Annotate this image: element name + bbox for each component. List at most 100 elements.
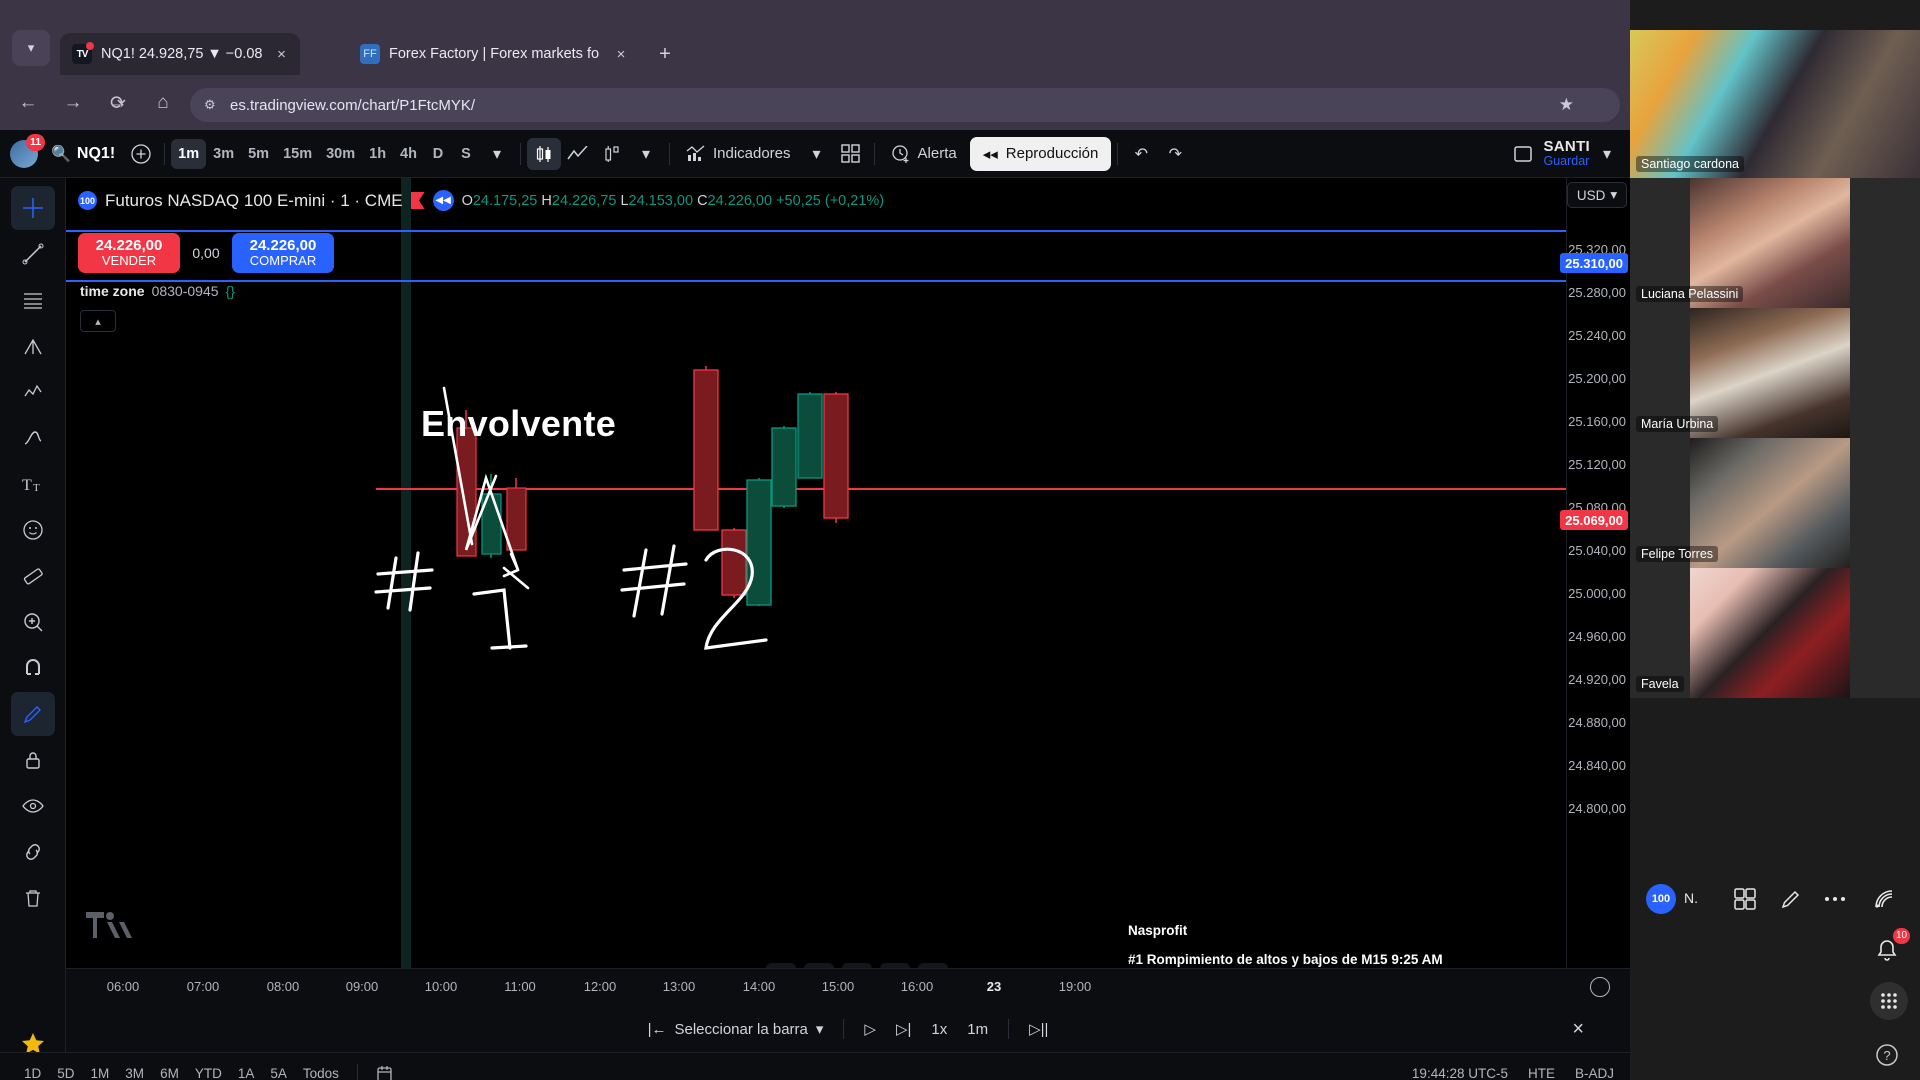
collapse-legend-chevron-up-icon[interactable]: ▴	[80, 310, 116, 332]
zoom-out-icon[interactable]: −	[766, 963, 796, 968]
help-icon[interactable]: ?	[1868, 1036, 1906, 1074]
replay-interval-button[interactable]: 1m	[967, 1020, 989, 1038]
timeframe-15m[interactable]: 15m	[283, 145, 313, 162]
remove-drawings-trash-icon[interactable]	[11, 876, 55, 920]
zoom-in-tool-icon[interactable]	[11, 600, 55, 644]
timeframe-d[interactable]: D	[432, 145, 444, 162]
range-todos[interactable]: Todos	[302, 1066, 339, 1080]
notifications-bell-icon[interactable]: 10	[1868, 928, 1910, 970]
crosshair-tool-icon[interactable]	[10, 186, 55, 230]
magnet-tool-icon[interactable]	[11, 646, 55, 690]
tab-list-chevron-icon[interactable]: ▾	[12, 30, 50, 66]
buy-button[interactable]: 24.226,00 COMPRAR	[232, 233, 334, 273]
redo-icon[interactable]: ↷	[1168, 145, 1183, 163]
replay-button[interactable]: ◂◂ Reproducción	[969, 136, 1112, 171]
chart-canvas[interactable]: 100 Futuros NASDAQ 100 E-mini · 1 · CME …	[66, 178, 1566, 968]
avatar[interactable]: 11	[10, 133, 45, 168]
alert-button[interactable]: Alerta	[881, 137, 966, 171]
reload-icon[interactable]: ⟳	[110, 92, 126, 114]
close-icon[interactable]: ×	[277, 45, 286, 63]
participant-tile[interactable]: Luciana Pelassini	[1630, 178, 1920, 308]
fib-retracement-tool-icon[interactable]	[11, 278, 55, 322]
range-1d[interactable]: 1D	[24, 1066, 42, 1080]
timeframe-30m[interactable]: 30m	[326, 145, 356, 162]
browser-tab-forexfactory[interactable]: FF Forex Factory | Forex markets fo ×	[348, 33, 643, 75]
reset-chart-icon[interactable]: ⟳	[918, 963, 948, 968]
mute-icon[interactable]: ◀◀	[432, 190, 454, 211]
timezone-indicator-row[interactable]: time zone 0830-0945 {}	[80, 283, 235, 299]
indicators-chevron-down-icon[interactable]: ▾	[812, 145, 821, 163]
calendar-icon[interactable]	[368, 1062, 401, 1080]
pitchfork-tool-icon[interactable]	[11, 324, 55, 368]
range-1m[interactable]: 1M	[90, 1066, 110, 1080]
draw-mode-tool-icon[interactable]	[10, 692, 55, 736]
range-5d[interactable]: 5D	[57, 1066, 75, 1080]
participant-tile[interactable]: María Urbina	[1630, 308, 1920, 438]
cast-icon[interactable]	[1866, 880, 1904, 918]
participant-tile[interactable]: Favela	[1630, 568, 1920, 698]
lock-tool-icon[interactable]	[11, 738, 55, 782]
step-forward-button[interactable]: ▷|	[895, 1021, 912, 1038]
timeframe-chevron-down-icon[interactable]: ▾	[492, 145, 501, 163]
grid-layout-icon[interactable]	[1726, 880, 1764, 918]
price-axis[interactable]: USD ▾ 25.320,00 25.280,00 25.240,00 25.2…	[1560, 178, 1630, 968]
annotate-pencil-icon[interactable]	[1772, 880, 1810, 918]
timeframe-5m[interactable]: 5m	[248, 145, 270, 162]
range-3m[interactable]: 3M	[125, 1066, 145, 1080]
sell-button[interactable]: 24.226,00 VENDER	[78, 233, 180, 273]
hand-drawn-annotations[interactable]	[66, 178, 1566, 968]
scroll-right-icon[interactable]: ›	[880, 963, 910, 968]
symbol-search-button[interactable]: 🔍 NQ1!	[42, 137, 124, 171]
emoji-tool-icon[interactable]	[11, 508, 55, 552]
hide-drawings-eye-icon[interactable]	[11, 784, 55, 828]
account-save-layout[interactable]: SANTI Guardar	[1544, 139, 1591, 168]
trade-panel[interactable]: 24.226,00 VENDER 0,00 24.226,00 COMPRAR	[78, 233, 334, 273]
site-settings-icon[interactable]: ⚙	[204, 97, 216, 112]
new-tab-button[interactable]: +	[659, 42, 671, 65]
timeframe-4h[interactable]: 4h	[400, 145, 417, 162]
chart-legend[interactable]: 100 Futuros NASDAQ 100 E-mini · 1 · CME …	[78, 190, 884, 211]
close-icon[interactable]: ×	[616, 45, 626, 63]
back-icon[interactable]: ←	[18, 92, 38, 113]
add-symbol-button[interactable]	[124, 138, 158, 170]
play-button[interactable]: ▷	[864, 1021, 876, 1038]
price-line-blue-2[interactable]	[66, 280, 1566, 282]
chart-type-chevron-down-icon[interactable]: ▾	[641, 145, 650, 163]
participant-tile[interactable]: Santiago cardona	[1630, 30, 1920, 178]
price-tag-red[interactable]: 25.069,00	[1560, 510, 1628, 530]
chart-type-candles-icon[interactable]	[526, 137, 561, 170]
close-replay-icon[interactable]: ×	[1572, 1018, 1584, 1040]
more-options-icon[interactable]	[1816, 880, 1854, 918]
price-line-red[interactable]	[376, 488, 1566, 490]
badj-badge[interactable]: B-ADJ	[1574, 1066, 1614, 1080]
chart-title-envolvente[interactable]: Envolvente	[421, 403, 617, 444]
hte-badge[interactable]: HTE	[1527, 1066, 1555, 1080]
range-5a[interactable]: 5A	[270, 1066, 287, 1080]
pen-tool-icon[interactable]	[11, 416, 55, 460]
time-axis[interactable]: 06:00 07:00 08:00 09:00 10:00 11:00 12:0…	[66, 968, 1630, 1006]
home-icon[interactable]: ⌂	[157, 92, 169, 113]
range-6m[interactable]: 6M	[160, 1066, 179, 1080]
browser-tab-tradingview[interactable]: TV NQ1! 24.928,75 ▼ −0.08% SAN ×	[60, 33, 300, 75]
timeframe-s[interactable]: S	[461, 145, 471, 162]
address-bar[interactable]: ⚙ es.tradingview.com/chart/P1FtcMYK/ ★	[190, 88, 1620, 122]
favorites-star-icon[interactable]	[11, 1022, 55, 1066]
chart-type-line-icon[interactable]	[561, 138, 595, 170]
price-line-blue[interactable]	[66, 230, 1566, 232]
undo-icon[interactable]: ↶	[1134, 145, 1149, 163]
timezone-clock-icon[interactable]	[1590, 977, 1610, 997]
scroll-left-icon[interactable]: ‹	[842, 963, 872, 968]
source-code-icon[interactable]: {}	[225, 283, 235, 299]
trend-line-tool-icon[interactable]	[11, 232, 55, 276]
range-1a[interactable]: 1A	[237, 1066, 255, 1080]
range-ytd[interactable]: YTD	[194, 1066, 222, 1080]
replay-speed-button[interactable]: 1x	[931, 1020, 948, 1038]
bookmark-icon[interactable]: ★	[1558, 95, 1574, 114]
chart-type-bar-icon[interactable]	[595, 138, 629, 170]
indicators-button[interactable]: Indicadores	[676, 137, 800, 171]
measure-tool-icon[interactable]	[11, 554, 55, 598]
currency-selector[interactable]: USD ▾	[1567, 182, 1627, 208]
timeframe-1h[interactable]: 1h	[369, 145, 387, 162]
timeframe-3m[interactable]: 3m	[213, 145, 235, 162]
